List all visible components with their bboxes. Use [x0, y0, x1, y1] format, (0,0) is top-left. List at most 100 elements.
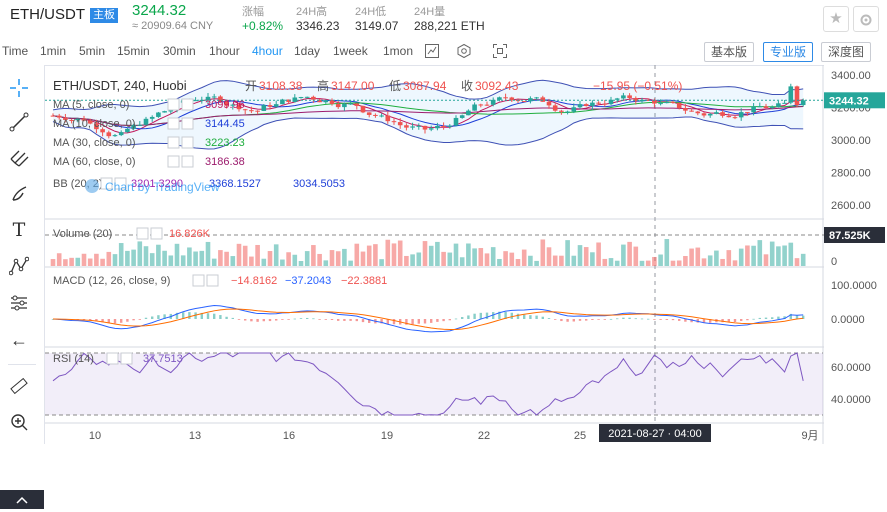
volume-tag-bg	[824, 227, 885, 243]
volume-close-button[interactable]	[150, 227, 163, 240]
timeframe-4hour[interactable]: 4hour	[252, 44, 283, 58]
pattern-icon	[9, 256, 29, 276]
volume-bar	[565, 240, 570, 266]
volume-bar	[249, 256, 254, 266]
volume-bar	[670, 260, 676, 266]
volume-bar	[317, 253, 322, 266]
brush-tool[interactable]	[6, 181, 32, 207]
view-button-0[interactable]: 基本版	[704, 42, 755, 62]
timeframe-1hour[interactable]: 1hour	[209, 44, 240, 58]
chart-type-button[interactable]	[419, 38, 445, 64]
candle-body	[63, 117, 68, 120]
candle-body	[56, 115, 62, 118]
indicator-value: 3099.96	[205, 99, 245, 111]
candle-body	[125, 128, 130, 133]
pair-name[interactable]: ETH/USDT	[10, 6, 85, 23]
candle-body	[422, 125, 428, 130]
timeframe-5min[interactable]: 5min	[79, 44, 106, 58]
timeframe-Time[interactable]: Time	[2, 44, 29, 58]
trend-line-tool[interactable]	[6, 109, 32, 135]
rsi-close-button[interactable]	[120, 352, 133, 365]
indicator-close-button[interactable]	[181, 98, 194, 111]
indicator-close-button[interactable]	[181, 155, 194, 168]
chart-area[interactable]: 3400.003200.003000.002800.002600.003244.…	[45, 65, 887, 444]
ruler-tool[interactable]	[6, 373, 32, 399]
ohlc-key: 开	[245, 79, 257, 93]
volume-bar	[484, 253, 490, 266]
volume-settings-button[interactable]	[136, 227, 149, 240]
macd-histogram-bar	[492, 312, 495, 319]
rsi-settings-button[interactable]	[106, 352, 119, 365]
arrow-left-icon: ←	[10, 329, 28, 350]
ruler-icon	[10, 377, 28, 395]
volume-bar	[738, 248, 744, 266]
candle-body	[292, 97, 298, 102]
volume-bar	[466, 243, 471, 266]
volume-bar	[100, 258, 105, 266]
text-tool[interactable]: T	[6, 217, 32, 243]
view-button-1[interactable]: 专业版	[763, 42, 814, 62]
timeframe-1week[interactable]: 1week	[333, 44, 368, 58]
macd-histogram-bar	[702, 319, 706, 324]
ohlc-key: 低	[389, 79, 401, 93]
candle-body	[69, 119, 74, 121]
bb-settings-button[interactable]	[100, 177, 113, 190]
axis-background	[824, 65, 887, 444]
indicator-close-button[interactable]	[181, 117, 194, 130]
candle-body	[497, 97, 502, 100]
timeframe-1min[interactable]: 1min	[40, 44, 67, 58]
candle-body	[658, 103, 663, 105]
candle-body	[509, 97, 515, 101]
price-scale[interactable]: 3400.003200.003000.002800.002600.003244.…	[89, 65, 887, 444]
crosshair-time-bg	[599, 424, 711, 442]
timeframe-30min[interactable]: 30min	[163, 44, 196, 58]
volume-bar	[286, 252, 291, 266]
macd-close-button[interactable]	[206, 274, 219, 287]
indicators-button[interactable]	[451, 38, 477, 64]
macd-settings-button[interactable]	[192, 274, 205, 287]
back-tool[interactable]: ←	[6, 327, 32, 353]
volume-bar	[342, 248, 347, 266]
timeframe-1day[interactable]: 1day	[294, 44, 321, 58]
pitchfork-tool[interactable]	[6, 144, 32, 170]
candle-body	[757, 106, 763, 108]
measure-tool[interactable]	[6, 290, 32, 316]
rsi-tick: 40.0000	[831, 394, 871, 406]
macd-line	[52, 305, 804, 333]
macd-histogram-bar	[120, 319, 123, 323]
candle-body	[664, 101, 670, 104]
bb-close-button[interactable]	[114, 177, 127, 190]
pattern-tool[interactable]	[6, 253, 32, 279]
volume-bar	[397, 240, 403, 266]
candle-body	[453, 117, 459, 126]
view-button-2[interactable]: 深度图	[821, 42, 872, 62]
macd-histogram-bar	[132, 319, 135, 321]
favorite-star-button[interactable]: ★	[823, 6, 849, 32]
indicator-settings-button[interactable]	[167, 98, 180, 111]
bollinger-fill	[53, 80, 804, 149]
volume-bar	[509, 252, 515, 266]
volume-bar	[639, 260, 645, 266]
fullscreen-button[interactable]	[487, 38, 513, 64]
timeframe-15min[interactable]: 15min	[117, 44, 150, 58]
volume-bar	[106, 251, 112, 266]
volume-bar	[391, 243, 397, 266]
settings-button[interactable]	[853, 6, 879, 32]
macd-histogram-bar	[733, 319, 737, 323]
indicator-close-button[interactable]	[181, 136, 194, 149]
volume-bar	[590, 252, 595, 266]
volume-bar	[335, 251, 341, 266]
indicator-settings-button[interactable]	[167, 117, 180, 130]
indicator-settings-button[interactable]	[167, 136, 180, 149]
candle-body	[534, 97, 539, 99]
timeframe-1mon[interactable]: 1mon	[383, 44, 414, 58]
zoom-in-tool[interactable]	[6, 409, 32, 435]
volume-bar	[800, 253, 806, 266]
macd-histogram-bar	[287, 319, 290, 320]
macd-histogram-bar	[510, 312, 513, 319]
panel-toggle-button[interactable]	[0, 490, 44, 509]
volume-bar	[521, 249, 527, 266]
crosshair-tool[interactable]	[6, 75, 32, 101]
indicator-settings-button[interactable]	[167, 155, 180, 168]
candle-body	[559, 110, 564, 112]
